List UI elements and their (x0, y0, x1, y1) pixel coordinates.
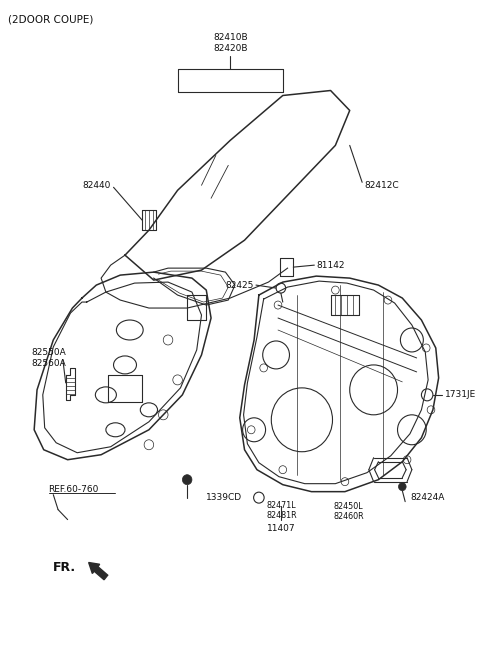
Text: 82471L
82481R: 82471L 82481R (266, 501, 297, 520)
Text: 11407: 11407 (266, 523, 295, 533)
Circle shape (182, 475, 192, 485)
Text: 82424A: 82424A (410, 493, 444, 502)
Text: FR.: FR. (53, 561, 76, 574)
Text: 82550A
82560A: 82550A 82560A (31, 348, 66, 367)
Text: 82410B
82420B: 82410B 82420B (213, 33, 248, 52)
Text: 82412C: 82412C (364, 181, 399, 190)
Text: 82425: 82425 (226, 281, 254, 289)
Text: 1731JE: 1731JE (445, 390, 477, 400)
Text: 1339CD: 1339CD (206, 493, 242, 502)
Circle shape (398, 483, 406, 491)
Text: 82440: 82440 (82, 181, 111, 190)
Text: REF.60-760: REF.60-760 (48, 485, 99, 494)
Text: 81142: 81142 (316, 260, 345, 270)
Text: 82450L
82460R: 82450L 82460R (334, 502, 364, 521)
Text: (2DOOR COUPE): (2DOOR COUPE) (8, 14, 94, 25)
FancyArrow shape (89, 562, 108, 580)
